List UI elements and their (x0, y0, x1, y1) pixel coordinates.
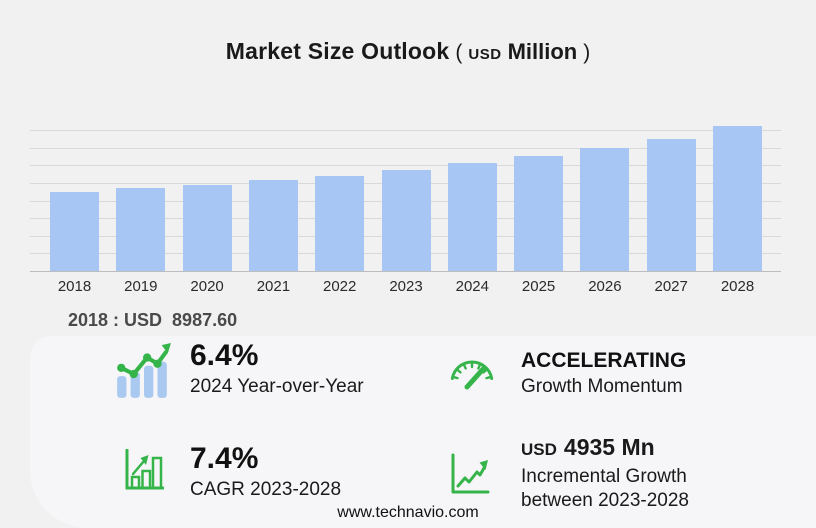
yoy-label: 2024 Year-over-Year (190, 375, 364, 397)
x-axis-label: 2027 (654, 278, 688, 295)
x-axis-label: 2026 (588, 278, 622, 295)
y-gridline (30, 130, 781, 131)
title-close-paren: ) (583, 41, 591, 64)
bar-2024 (447, 163, 497, 271)
yoy-value: 6.4% (190, 339, 259, 372)
incremental-value-line: USD 4935 Mn (521, 434, 689, 461)
title-open-paren: ( (455, 41, 463, 64)
x-axis-label: 2022 (323, 278, 357, 295)
bar-2022 (315, 175, 365, 271)
stat-incremental: USD 4935 Mn Incremental Growth between 20… (521, 434, 689, 514)
incremental-label-line1: Incremental Growth (521, 466, 687, 487)
plot-area: 2018 2019 2020 2021 2022 2023 2024 2025 2026 2027… (30, 126, 781, 295)
bar-2028 (713, 126, 762, 271)
y-gridline (30, 147, 781, 149)
bar-2019 (116, 188, 166, 271)
title-unit: Million (507, 39, 578, 64)
x-axis-label: 2024 (455, 278, 489, 295)
cagr-label: CAGR 2023-2028 (190, 478, 342, 500)
bar-chart-trend-icon (114, 342, 172, 402)
momentum-value: ACCELERATING (521, 349, 687, 372)
bar-2023 (381, 169, 431, 271)
incremental-value: 4935 Mn (563, 434, 655, 460)
trend-axes-icon (450, 453, 490, 495)
bar-2026 (580, 148, 630, 271)
incremental-label: Incremental Growth between 2023-2028 (521, 465, 689, 514)
cagr-value: 7.4% (190, 442, 259, 475)
website-text: www.technavio.com (337, 504, 479, 521)
x-axis-label: 2021 (256, 278, 291, 295)
base-year-annotation: 2018 : USD 8987.60 (68, 310, 238, 330)
y-gridline (30, 165, 781, 167)
x-axis-line (30, 271, 781, 272)
title-text: Market Size Outlook (225, 38, 450, 64)
incremental-currency: USD (521, 440, 557, 459)
bar-2025 (514, 155, 564, 271)
x-axis-label: 2019 (124, 278, 158, 295)
bar-2020 (182, 184, 232, 271)
incremental-label-line2: between 2023-2028 (521, 490, 689, 512)
title-currency: USD (468, 46, 502, 63)
x-axis-label: 2025 (521, 278, 556, 295)
stat-cagr: 7.4% CAGR 2023-2028 (190, 443, 341, 501)
momentum-label: Growth Momentum (521, 376, 683, 398)
bar-2021 (248, 180, 298, 271)
x-axis-label: 2018 (57, 278, 92, 295)
x-axis-label: 2023 (389, 278, 423, 295)
x-axis-label: 2020 (190, 278, 224, 295)
stat-momentum: ACCELERATING Growth Momentum (521, 349, 686, 398)
bar-2027 (646, 138, 696, 271)
x-axis-label: 2028 (720, 278, 755, 295)
growth-bars-icon (124, 449, 164, 491)
stat-yoy: 6.4% 2024 Year-over-Year (190, 340, 364, 398)
chart-title: Market Size Outlook ( USD Million ) (0, 38, 816, 65)
speedometer-icon (446, 353, 498, 393)
bar-2018 (50, 191, 99, 271)
